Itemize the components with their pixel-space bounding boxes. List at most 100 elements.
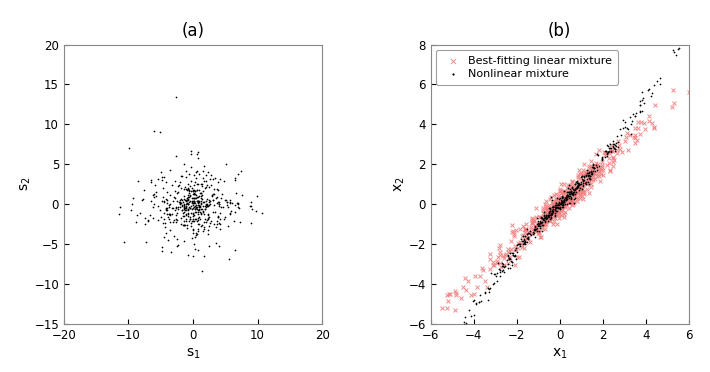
Nonlinear mixture (465, 313, 476, 319)
Nonlinear mixture (470, 300, 481, 306)
Point (189, 246, 200, 251)
Point (163, 237, 174, 243)
Best-fitting linear mixture (567, 198, 578, 204)
Point (219, 214, 231, 220)
Point (183, 204, 195, 210)
Best-fitting linear mixture (564, 198, 575, 204)
Nonlinear mixture (539, 219, 550, 225)
Nonlinear mixture (541, 212, 552, 218)
Point (195, 204, 206, 210)
Nonlinear mixture (532, 220, 543, 226)
Best-fitting linear mixture (540, 205, 552, 211)
Point (178, 222, 189, 228)
Point (168, 233, 180, 239)
Best-fitting linear mixture (541, 207, 552, 213)
Nonlinear mixture (574, 185, 586, 191)
Best-fitting linear mixture (594, 178, 605, 184)
Best-fitting linear mixture (537, 207, 549, 213)
Point (192, 149, 204, 155)
Point (212, 186, 223, 192)
Point (192, 247, 204, 253)
Best-fitting linear mixture (466, 292, 477, 298)
Point (199, 253, 210, 259)
Point (186, 206, 197, 212)
Point (203, 170, 214, 176)
Point (180, 203, 192, 209)
Point (222, 202, 233, 208)
Best-fitting linear mixture (620, 134, 631, 140)
Point (182, 201, 194, 207)
Point (219, 178, 230, 184)
Nonlinear mixture (560, 196, 572, 202)
Point (194, 187, 205, 193)
Best-fitting linear mixture (555, 202, 566, 208)
Point (191, 181, 202, 187)
Point (158, 217, 170, 222)
Best-fitting linear mixture (491, 258, 503, 264)
Best-fitting linear mixture (606, 148, 618, 154)
Best-fitting linear mixture (518, 233, 530, 239)
Nonlinear mixture (586, 164, 598, 170)
Best-fitting linear mixture (559, 200, 570, 206)
Best-fitting linear mixture (540, 219, 552, 225)
Nonlinear mixture (550, 206, 561, 212)
Point (160, 206, 172, 212)
Best-fitting linear mixture (537, 216, 548, 222)
Best-fitting linear mixture (587, 171, 599, 177)
Nonlinear mixture (635, 99, 646, 105)
Point (186, 201, 197, 206)
Best-fitting linear mixture (559, 209, 570, 215)
Best-fitting linear mixture (503, 249, 514, 255)
Point (148, 194, 160, 200)
Best-fitting linear mixture (557, 207, 568, 213)
Nonlinear mixture (468, 297, 479, 303)
Point (187, 230, 199, 236)
Best-fitting linear mixture (535, 214, 546, 220)
Point (187, 253, 198, 259)
Best-fitting linear mixture (580, 169, 591, 175)
Point (190, 209, 202, 215)
Nonlinear mixture (492, 270, 503, 276)
Point (180, 212, 192, 218)
Nonlinear mixture (583, 172, 594, 178)
Best-fitting linear mixture (574, 192, 586, 198)
Point (146, 198, 157, 204)
Point (182, 186, 194, 192)
Point (201, 202, 212, 208)
Point (234, 219, 246, 225)
Best-fitting linear mixture (622, 147, 633, 153)
Best-fitting linear mixture (563, 182, 574, 187)
Best-fitting linear mixture (580, 172, 591, 178)
Nonlinear mixture (501, 257, 513, 263)
Point (161, 189, 173, 195)
Point (155, 214, 167, 220)
Nonlinear mixture (576, 173, 587, 179)
Best-fitting linear mixture (596, 171, 607, 177)
Point (153, 203, 164, 209)
Point (175, 196, 187, 202)
Point (189, 209, 200, 215)
Best-fitting linear mixture (494, 252, 506, 258)
Nonlinear mixture (536, 219, 547, 225)
Nonlinear mixture (572, 182, 584, 188)
Best-fitting linear mixture (551, 221, 562, 227)
Best-fitting linear mixture (567, 178, 578, 184)
Best-fitting linear mixture (567, 190, 579, 196)
Point (139, 215, 151, 221)
Point (214, 243, 225, 249)
Point (218, 217, 229, 222)
Point (170, 205, 182, 211)
Best-fitting linear mixture (566, 185, 577, 191)
Best-fitting linear mixture (581, 186, 593, 192)
Point (190, 188, 201, 194)
Best-fitting linear mixture (476, 265, 488, 271)
Best-fitting linear mixture (539, 221, 550, 227)
Best-fitting linear mixture (444, 291, 455, 297)
Nonlinear mixture (563, 191, 574, 197)
Nonlinear mixture (534, 225, 545, 231)
Point (198, 163, 209, 169)
Point (169, 207, 180, 213)
Point (178, 193, 190, 199)
Nonlinear mixture (584, 173, 596, 179)
Point (189, 199, 200, 205)
